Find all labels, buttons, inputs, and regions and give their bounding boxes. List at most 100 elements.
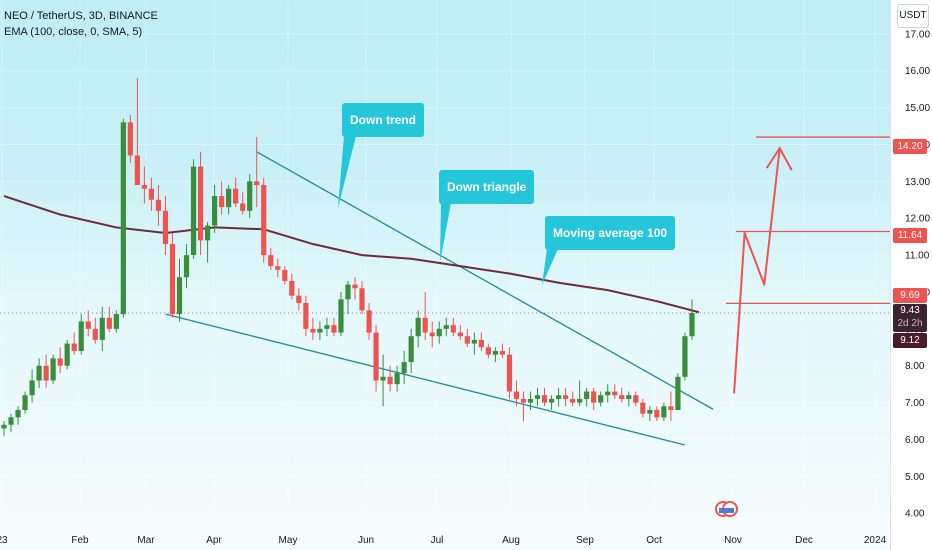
candle-body [99,317,105,340]
candle-body [92,328,98,340]
price-axis[interactable]: 4.005.006.007.008.009.0010.0011.0012.001… [890,0,932,550]
candle-body [85,321,91,329]
x-tick-label: 23 [0,535,8,546]
candle-body [682,336,688,377]
candle-body [127,122,133,156]
candle-body [15,409,21,418]
candle-body [373,332,379,381]
candle-body [240,203,246,211]
down-triangle-callout[interactable]: Down triangle [439,170,535,204]
candle-body [520,398,527,403]
candle-body [317,328,323,333]
x-tick-label: Aug [502,535,520,546]
candle-body [689,312,695,337]
candle-body [289,280,295,296]
down-trend-callout[interactable]: Down trend [342,103,424,137]
candle-body [120,122,126,315]
candle-body [492,350,498,355]
candle-body [331,325,337,333]
x-tick-label: Sep [576,535,594,546]
candle-body [471,339,477,344]
candle-body [555,395,562,399]
candle-body [506,354,513,392]
candle-body [457,332,463,337]
upper-trendline [256,151,714,410]
candle-body [605,391,611,396]
x-tick-label: Jul [431,535,444,546]
candle-body [155,199,162,211]
x-tick-label: 2024 [864,535,887,546]
moving-average-callout[interactable]: Moving average 100 [545,216,676,250]
candle-body [176,277,183,315]
y-tick-label: 17.00 [905,29,930,40]
y-tick-label: 5.00 [905,472,925,483]
x-tick-label: Feb [71,535,89,546]
price-chart[interactable]: 23 Feb Mar Apr May Jun Jul Aug Sep Oct Nov Dec 2024 [0,0,890,550]
down-trend-pointer [338,136,356,208]
projection-arrowhead [765,146,793,171]
candle-body [478,339,484,348]
candle-body [50,358,56,381]
candle-body [443,325,449,329]
target-high-tag: 14.20 [893,139,927,154]
indicator-label: EMA (100, close, 0, SMA, 5) [4,26,143,38]
candle-body [29,380,35,396]
down-trend-text: Down trend [350,113,416,127]
currency-button[interactable]: USDT [897,4,929,28]
candle-body [380,376,386,381]
candle-body [233,188,239,204]
level-969-tag: 9.69 [893,288,927,303]
candle-body [415,317,421,337]
chart-legend: NEO / TetherUS, 3D, BINANCE EMA (100, cl… [4,8,158,40]
candle-body [394,373,400,385]
ema-100-line [3,195,700,314]
countdown-value: 2d 2h [897,318,923,329]
ema-value-tag: 9.12 [893,333,927,348]
candle-body [541,395,548,403]
candle-body [162,210,169,245]
candle-body [577,398,583,403]
x-tick-label: Apr [206,535,222,546]
target-mid-tag: 11.64 [893,228,927,243]
candle-body [499,350,506,355]
candle-body [219,196,225,208]
candle-body [226,188,232,208]
candle-body [366,310,372,333]
projection-path [733,148,781,394]
candle-body [324,325,330,329]
candle-body [113,314,119,329]
candle-body [584,391,590,399]
candle-body [36,365,42,381]
candle-body [148,188,155,200]
y-tick-label: 15.00 [905,103,930,114]
candle-body [534,395,541,399]
y-tick-label: 8.00 [905,361,925,372]
candle-body [464,336,470,344]
y-tick-label: 11.00 [905,251,930,262]
candle-body [401,362,407,374]
symbol-label: NEO / TetherUS, 3D, BINANCE [4,10,158,22]
candle-body [268,255,274,267]
candle-body [8,417,14,425]
candle-body [43,365,49,381]
candle-body [310,328,316,333]
down-triangle-pointer [440,203,451,262]
down-triangle-text: Down triangle [447,180,527,194]
candle-body [190,166,197,256]
y-tick-label: 7.00 [905,398,925,409]
candle-body [513,391,520,399]
y-tick-label: 4.00 [905,509,925,520]
y-tick-label: 6.00 [905,435,925,446]
candle-body [548,398,555,403]
candle-body [275,266,281,270]
candle-body [197,166,204,241]
last-price-tag: 9.43 2d 2h [893,304,927,332]
logo-flag [719,508,734,513]
candle-body [204,225,211,241]
candle-body [619,395,625,399]
y-tick-label: 16.00 [905,66,930,77]
candle-body [485,347,491,355]
x-tick-label: Oct [646,535,662,546]
candle-body [345,284,351,300]
